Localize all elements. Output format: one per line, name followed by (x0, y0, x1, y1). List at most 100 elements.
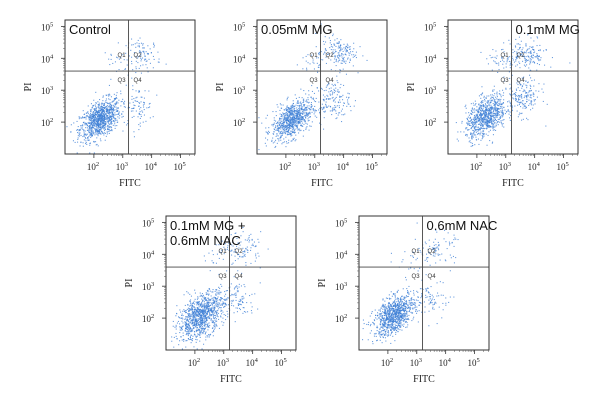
data-point (481, 116, 482, 117)
data-point (218, 306, 219, 307)
data-point (231, 305, 232, 306)
data-point (283, 122, 284, 123)
data-point (339, 60, 340, 61)
data-point (77, 142, 78, 143)
data-point (314, 113, 315, 114)
data-point (500, 99, 501, 100)
data-point (95, 123, 96, 124)
data-point (538, 60, 539, 61)
data-point (242, 298, 243, 299)
data-point (495, 57, 496, 58)
data-point (287, 99, 288, 100)
data-point (289, 123, 290, 124)
data-point (531, 80, 532, 81)
data-point (291, 135, 292, 136)
data-point (293, 103, 294, 104)
data-point (312, 91, 313, 92)
data-point (79, 133, 80, 134)
data-point (94, 110, 95, 111)
data-point (200, 317, 201, 318)
data-point (203, 320, 204, 321)
data-point (324, 117, 325, 118)
data-point (356, 57, 357, 58)
data-point (225, 319, 226, 320)
data-point (111, 55, 112, 56)
data-point (367, 60, 368, 61)
data-point (332, 93, 333, 94)
data-point (480, 102, 481, 103)
data-point (137, 101, 138, 102)
data-point (288, 142, 289, 143)
data-point (106, 115, 107, 116)
data-point (211, 303, 212, 304)
data-point (342, 99, 343, 100)
data-point (334, 62, 335, 63)
data-point (478, 116, 479, 117)
data-point (503, 127, 504, 128)
data-point (481, 86, 482, 87)
data-point (93, 111, 94, 112)
data-point (335, 85, 336, 86)
data-point (205, 317, 206, 318)
data-point (135, 72, 136, 73)
data-point (314, 106, 315, 107)
data-point (502, 49, 503, 50)
data-point (203, 315, 204, 316)
data-point (295, 140, 296, 141)
data-point (116, 114, 117, 115)
data-point (224, 314, 225, 315)
data-point (518, 116, 519, 117)
data-point (185, 340, 186, 341)
data-point (88, 123, 89, 124)
data-point (144, 115, 145, 116)
data-point (208, 304, 209, 305)
data-point (318, 65, 319, 66)
data-point (465, 112, 466, 113)
data-point (87, 124, 88, 125)
x-axis-label: FITC (119, 178, 141, 189)
data-point (339, 99, 340, 100)
data-point (112, 107, 113, 108)
data-point (290, 122, 291, 123)
data-point (115, 128, 116, 129)
data-point (303, 100, 304, 101)
data-point (243, 253, 244, 254)
data-point (187, 313, 188, 314)
data-point (521, 51, 522, 52)
data-point (108, 117, 109, 118)
data-point (199, 303, 200, 304)
data-point (246, 302, 247, 303)
data-point (326, 63, 327, 64)
data-point (472, 143, 473, 144)
data-point (110, 54, 111, 55)
data-point (199, 324, 200, 325)
data-point (120, 62, 121, 63)
data-point (529, 52, 530, 53)
data-point (190, 299, 191, 300)
data-point (231, 264, 232, 265)
data-point (213, 325, 214, 326)
data-point (87, 134, 88, 135)
data-point (490, 94, 491, 95)
data-point (342, 109, 343, 110)
data-point (522, 85, 523, 86)
data-point (298, 119, 299, 120)
data-point (480, 98, 481, 99)
data-point (460, 131, 461, 132)
data-point (185, 323, 186, 324)
data-point (212, 332, 213, 333)
data-point (347, 45, 348, 46)
data-point (470, 142, 471, 143)
data-point (119, 118, 120, 119)
data-point (495, 102, 496, 103)
data-point (298, 122, 299, 123)
data-point (104, 104, 105, 105)
data-point (175, 333, 176, 334)
data-point (333, 101, 334, 102)
data-point (158, 62, 159, 63)
data-point (487, 116, 488, 117)
data-point (109, 109, 110, 110)
data-point (121, 114, 122, 115)
data-point (71, 124, 72, 125)
